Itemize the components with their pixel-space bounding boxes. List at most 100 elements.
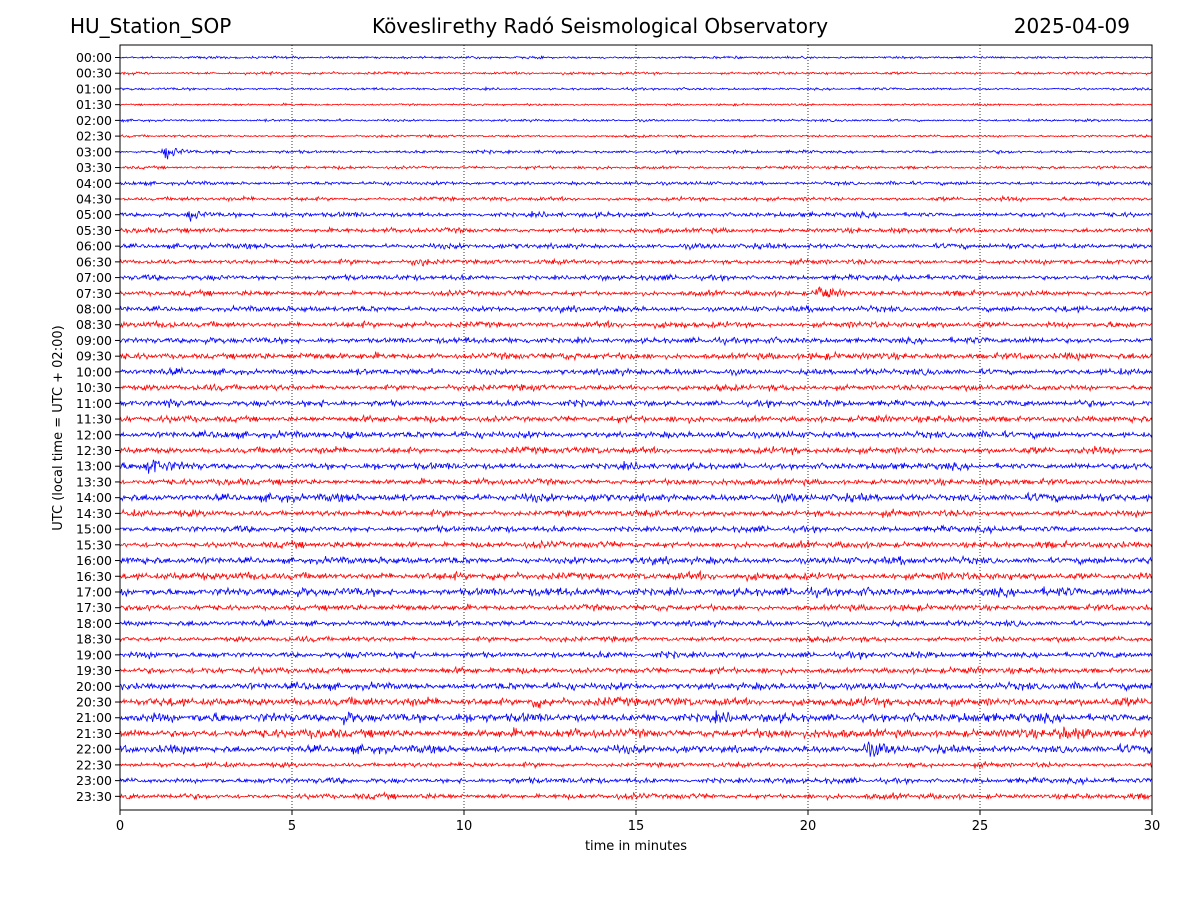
trace-2200 [119,741,1153,757]
trace-0900 [119,335,1153,347]
y-tick-label: 02:00 [76,113,112,128]
y-tick-label: 23:30 [76,789,112,804]
trace-0530 [119,226,1153,235]
trace-1530 [119,539,1153,550]
trace-1930 [119,665,1153,677]
y-tick-label: 22:30 [76,757,112,772]
trace-1500 [119,524,1153,535]
trace-0600 [119,241,1153,251]
y-tick-label: 00:00 [76,50,112,65]
y-tick-label: 11:00 [76,396,112,411]
y-tick-label: 12:00 [76,427,112,442]
y-tick-label: 09:30 [76,349,112,364]
trace-0500 [119,210,1153,222]
y-tick-label: 07:30 [76,286,112,301]
y-tick-label: 14:30 [76,506,112,521]
station-label: HU_Station_SOP [70,14,232,38]
y-tick-label: 19:00 [76,647,112,662]
trace-0800 [119,304,1153,315]
y-tick-label: 18:30 [76,632,112,647]
y-tick-label: 17:30 [76,600,112,615]
plot-frame [119,44,1153,811]
trace-1800 [119,618,1153,628]
y-tick-label: 08:00 [76,302,112,317]
y-tick-label: 17:00 [76,584,112,599]
trace-0930 [119,350,1153,362]
y-tick-label: 18:00 [76,616,112,631]
y-tick-label: 03:30 [76,160,112,175]
trace-2230 [119,760,1153,770]
y-tick-label: 21:30 [76,726,112,741]
y-tick-label: 04:00 [76,176,112,191]
y-ticks: 00:0000:3001:0001:3002:0002:3003:0003:30… [76,50,120,804]
y-tick-label: 07:00 [76,270,112,285]
trace-1900 [119,650,1153,660]
y-tick-label: 09:00 [76,333,112,348]
trace-1000 [119,366,1153,377]
trace-0300 [119,147,1153,160]
trace-1630 [119,569,1153,583]
trace-0130 [119,102,1153,107]
x-tick-label: 25 [972,819,989,834]
y-tick-label: 08:30 [76,317,112,332]
y-axis-label: UTC (local time = UTC + 02:00) [51,325,66,530]
y-tick-label: 05:30 [76,223,112,238]
trace-0430 [119,194,1153,203]
trace-2130 [119,726,1153,740]
trace-0200 [119,117,1153,123]
y-tick-label: 01:00 [76,81,112,96]
y-tick-label: 21:00 [76,710,112,725]
y-tick-label: 13:00 [76,459,112,474]
trace-1330 [119,476,1153,488]
trace-1700 [119,586,1153,599]
y-tick-label: 15:00 [76,522,112,537]
y-tick-label: 04:30 [76,191,112,206]
y-tick-label: 05:00 [76,207,112,222]
trace-0730 [119,286,1153,298]
trace-1430 [119,508,1153,518]
trace-0330 [119,164,1153,171]
trace-0100 [119,85,1153,92]
x-ticks: 0 5 10 15 20 25 30 [116,810,1160,834]
trace-0700 [119,273,1153,283]
trace-2000 [119,680,1153,692]
trace-0630 [119,257,1153,267]
y-tick-label: 11:30 [76,412,112,427]
trace-2330 [119,791,1153,802]
trace-2100 [119,710,1153,726]
date-label: 2025-04-09 [1013,14,1130,38]
trace-0400 [119,179,1153,187]
y-tick-label: 16:30 [76,569,112,584]
y-tick-label: 15:30 [76,537,112,552]
y-tick-label: 12:30 [76,443,112,458]
trace-1130 [119,413,1153,425]
trace-1600 [119,555,1153,566]
trace-1830 [119,635,1153,644]
traces [119,55,1153,802]
trace-1100 [119,398,1153,408]
y-tick-label: 03:00 [76,144,112,159]
x-tick-label: 15 [628,819,645,834]
trace-0000 [119,55,1153,60]
y-tick-label: 16:00 [76,553,112,568]
trace-1230 [119,445,1153,456]
trace-2300 [119,776,1153,786]
trace-1400 [119,491,1153,504]
y-tick-label: 02:30 [76,129,112,144]
y-tick-label: 06:00 [76,239,112,254]
y-tick-label: 22:00 [76,742,112,757]
y-tick-label: 01:30 [76,97,112,112]
trace-0230 [119,133,1153,139]
trace-1730 [119,602,1153,613]
y-tick-label: 20:00 [76,679,112,694]
trace-1030 [119,383,1153,393]
grid-lines [291,45,981,810]
x-tick-label: 10 [456,819,473,834]
y-tick-label: 14:00 [76,490,112,505]
y-tick-label: 00:30 [76,66,112,81]
trace-0830 [119,319,1153,330]
x-tick-label: 20 [800,819,817,834]
y-tick-label: 19:30 [76,663,112,678]
y-tick-label: 20:30 [76,695,112,710]
y-tick-label: 13:30 [76,474,112,489]
